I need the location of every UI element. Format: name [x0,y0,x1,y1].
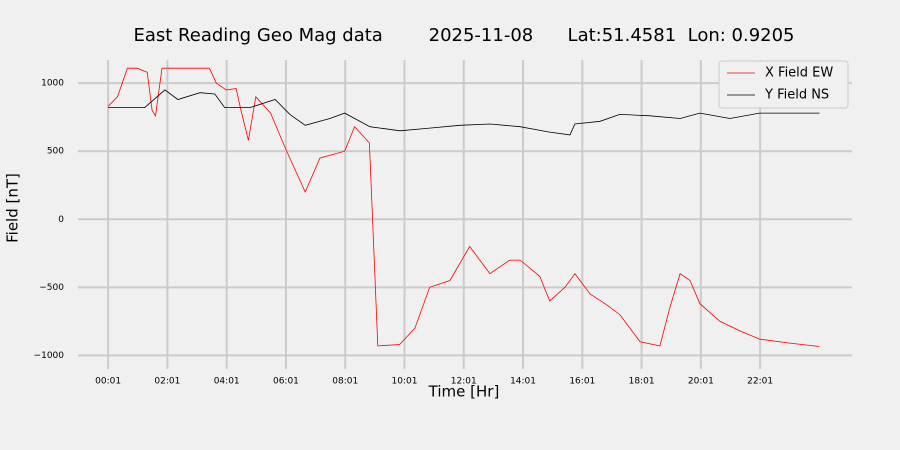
y-tick-label: −1000 [34,351,65,361]
x-tick-label: 16:01 [569,377,595,387]
x-tick-label: 18:01 [629,377,655,387]
legend-label: Y Field NS [764,88,829,103]
x-tick-label: 08:01 [332,377,358,387]
x-tick-label: 12:01 [451,377,477,387]
y-tick-label: 500 [47,147,64,157]
series-line [108,89,820,136]
x-tick-label: 04:01 [214,377,240,387]
legend-label: X Field EW [765,66,833,81]
series-line [107,67,820,347]
x-tick-label: 14:01 [510,377,536,387]
x-tick-label: 20:01 [688,377,714,387]
x-tick-label: 22:01 [747,377,773,387]
y-axis-label: Field [nT] [4,173,22,243]
y-tick-label: 0 [58,215,64,225]
legend: X Field EW Y Field NS [718,60,849,109]
x-tick-label: 10:01 [392,377,418,387]
x-tick-label: 02:01 [154,377,180,387]
x-axis-label: Time [Hr] [428,383,500,401]
x-tick-label: 00:01 [95,377,121,387]
y-tick-label: −500 [39,283,64,293]
chart-title: East Reading Geo Mag data 2025-11-08 Lat… [133,25,794,46]
x-tick-label: 06:01 [273,377,299,387]
y-tick-label: 1000 [41,79,64,89]
